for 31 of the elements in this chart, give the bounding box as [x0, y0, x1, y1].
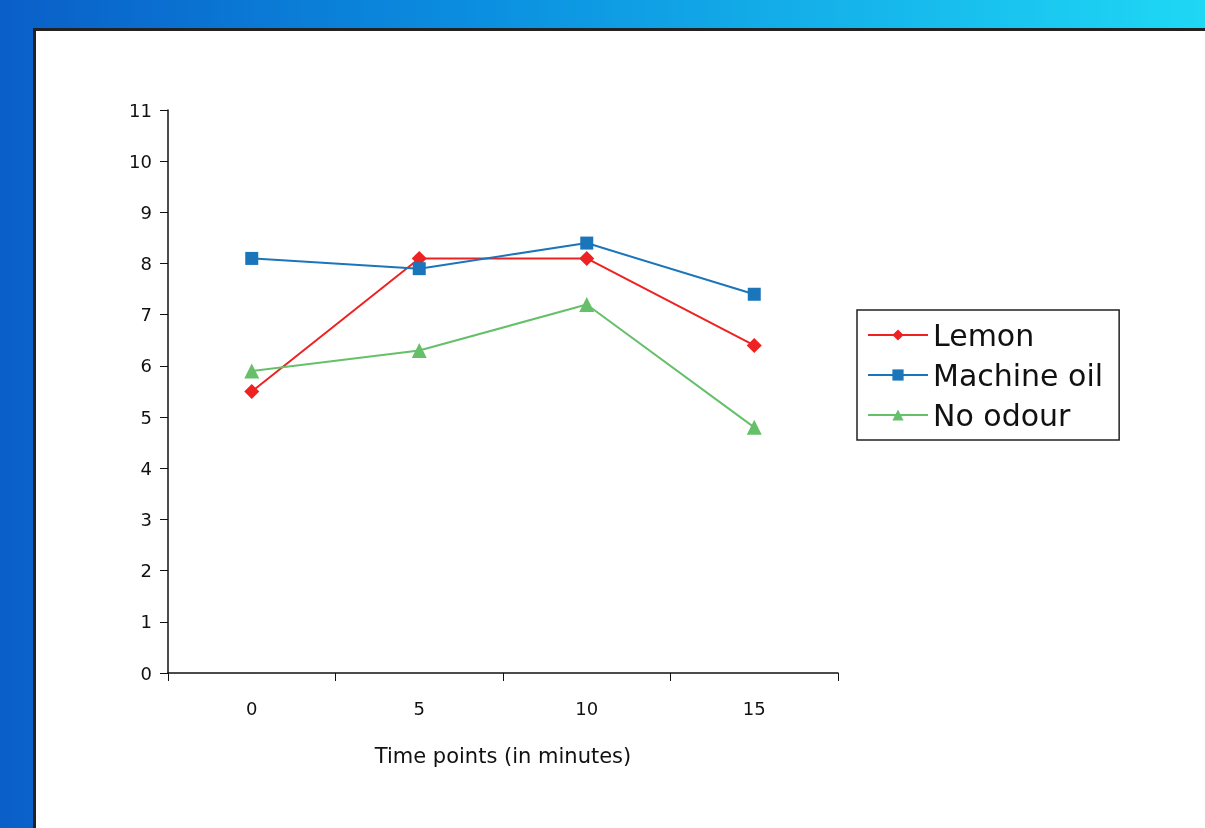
point — [411, 343, 427, 359]
y-tick-label: 9 — [140, 201, 152, 223]
legend-label: Lemon — [933, 317, 1035, 353]
y-tick-label: 2 — [140, 560, 152, 582]
point — [244, 384, 260, 399]
y-tick-label: 10 — [129, 150, 152, 172]
y-tick-label: 11 — [129, 99, 152, 121]
point — [747, 287, 761, 301]
y-tick-label: 5 — [140, 406, 152, 428]
point — [746, 419, 762, 435]
y-tick-label: 4 — [140, 457, 152, 479]
y-tick-label: 3 — [140, 508, 152, 530]
point — [245, 251, 259, 265]
point — [579, 296, 595, 312]
point — [412, 262, 426, 276]
x-tick-label: 0 — [246, 697, 258, 719]
y-tick-label: 8 — [140, 253, 152, 275]
y-tick-label: 1 — [140, 611, 152, 633]
y-tick-label: 0 — [140, 662, 152, 684]
point — [244, 363, 260, 379]
y-tick-label: 6 — [140, 355, 152, 377]
point — [746, 337, 762, 353]
x-axis-title: Time points (in minutes) — [373, 743, 632, 768]
x-tick-label: 15 — [742, 697, 766, 719]
y-tick-label: 7 — [140, 304, 152, 326]
x-tick-label: 10 — [575, 697, 599, 719]
x-tick-label: 5 — [413, 697, 425, 719]
legend-label: Machine oil — [933, 357, 1104, 393]
point — [580, 236, 594, 250]
legend-label: No odour — [933, 397, 1072, 433]
point — [579, 250, 595, 266]
